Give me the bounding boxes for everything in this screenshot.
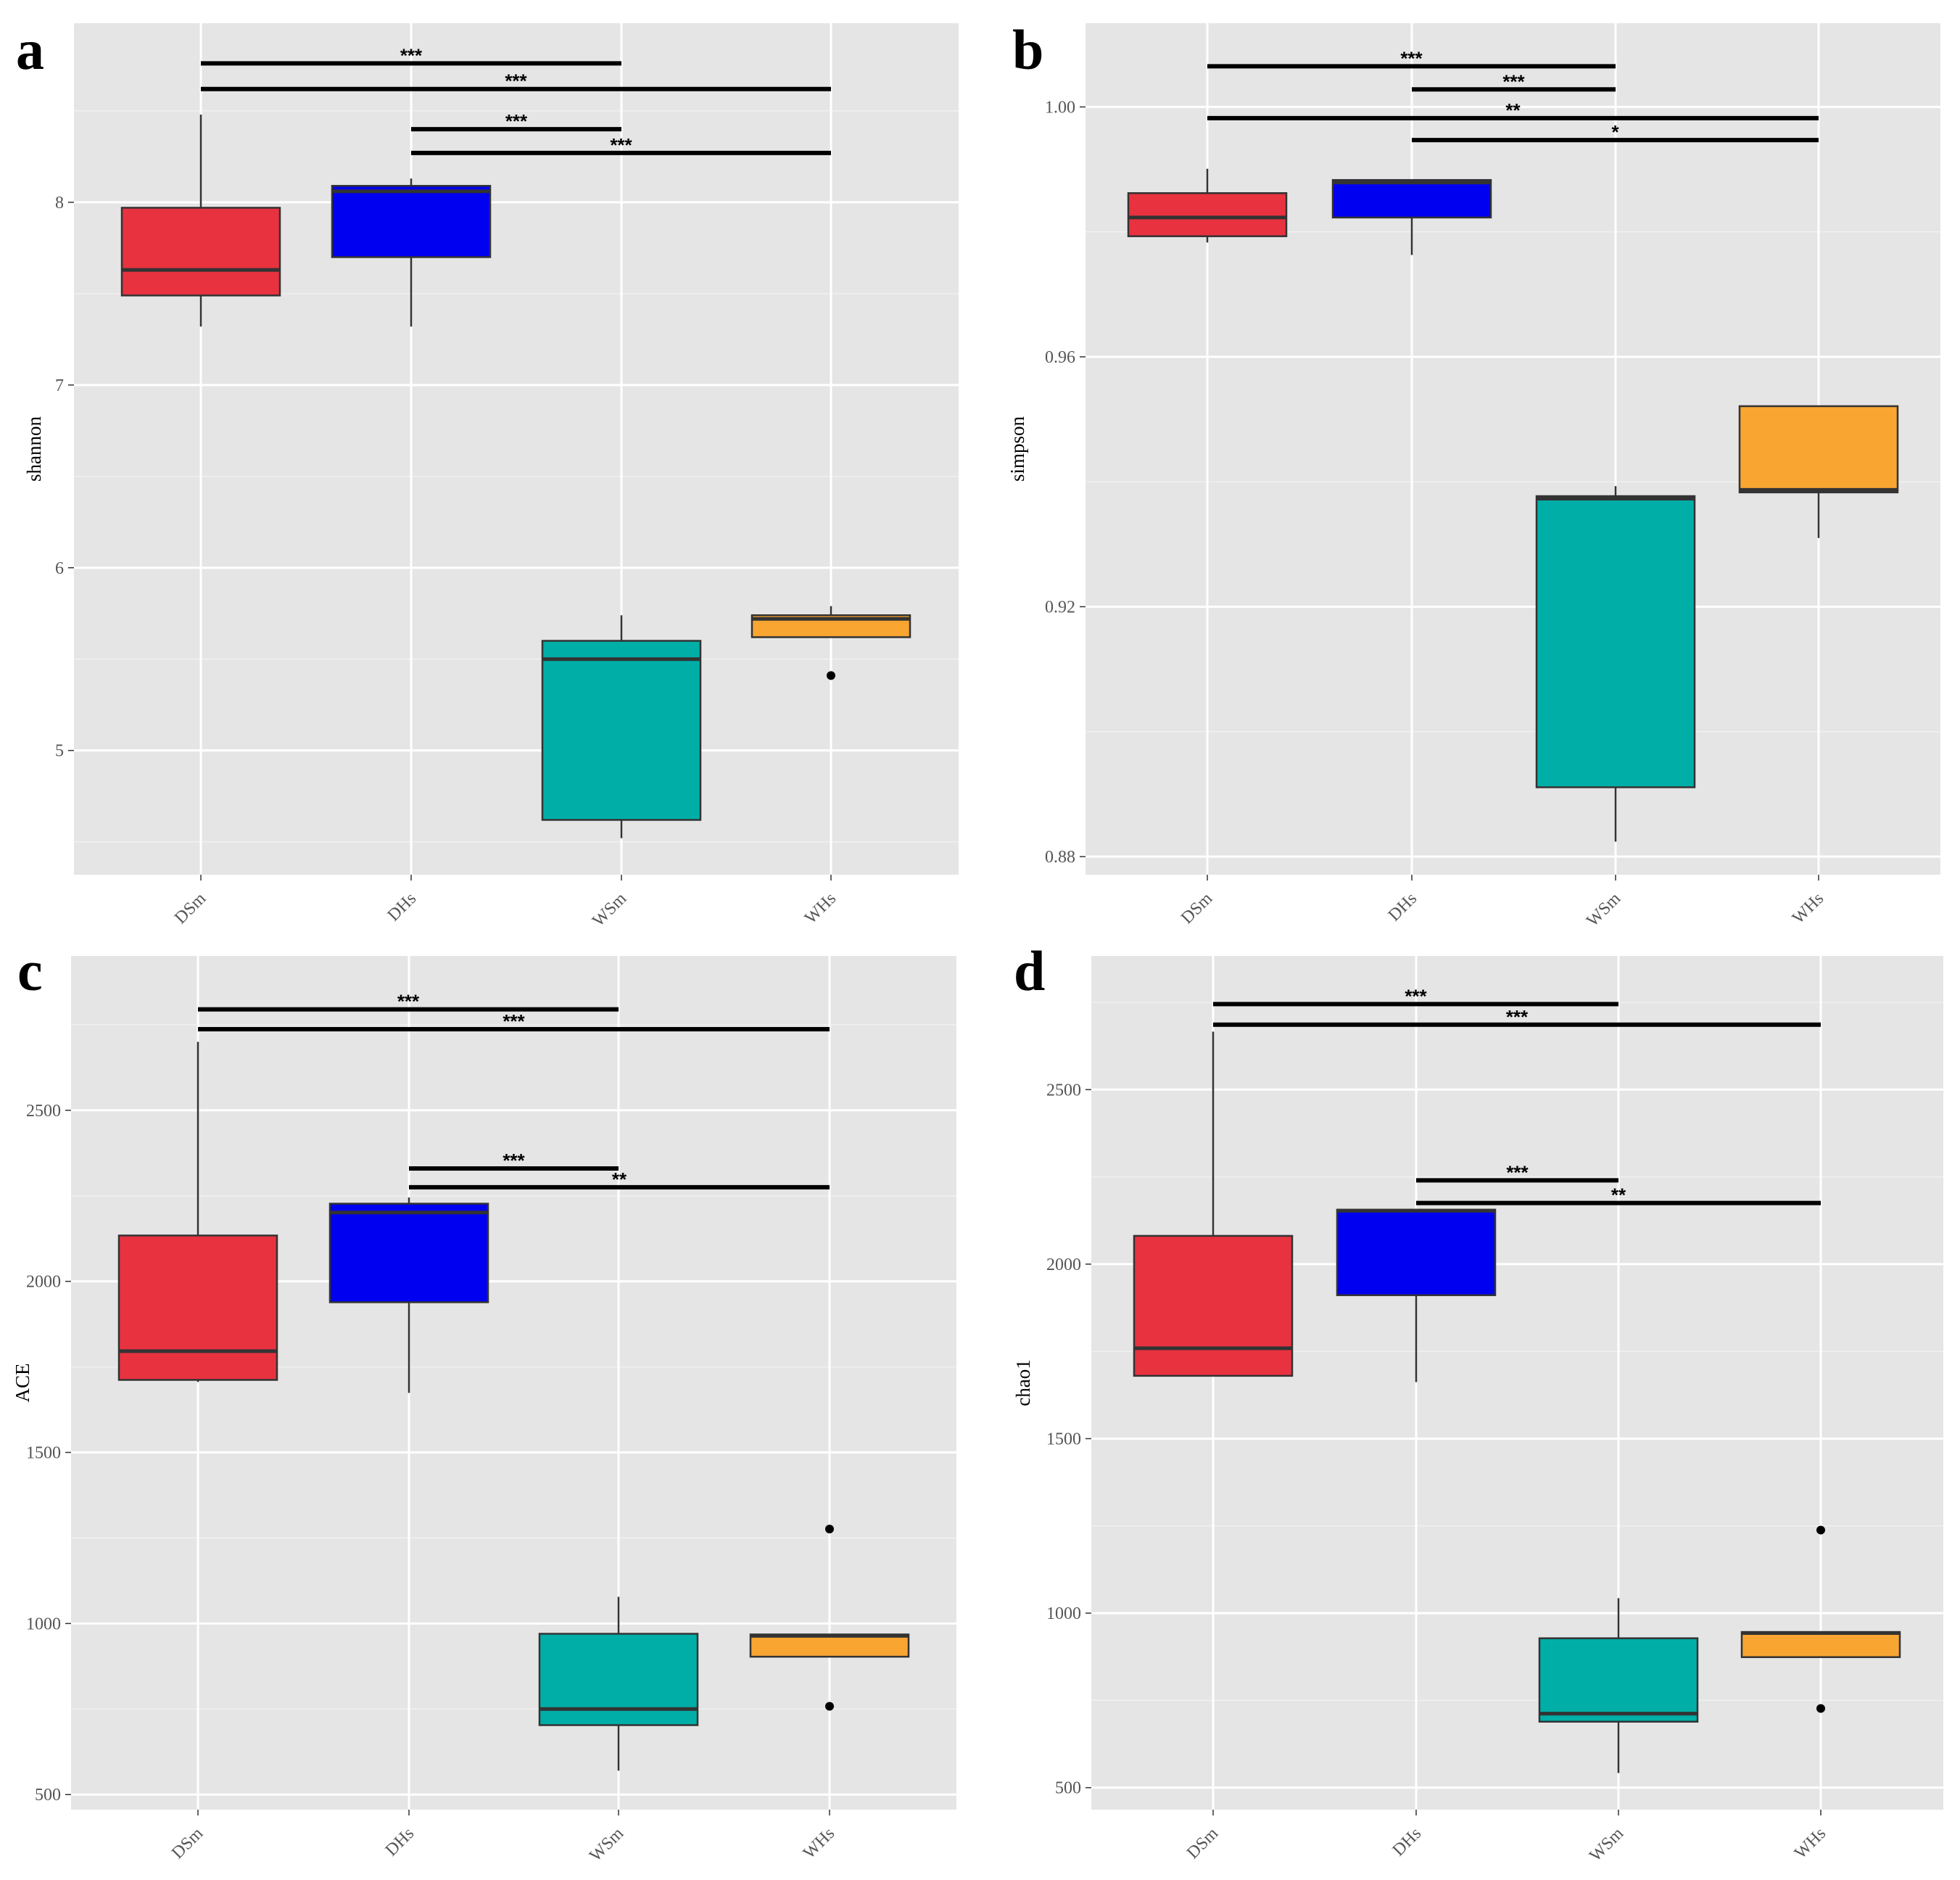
panel-d-y-tick-label: 1000 [1046, 1604, 1081, 1623]
panel-c-box-rect [749, 1633, 910, 1658]
panel-c-box-rect [538, 1633, 699, 1726]
panel-d-y-axis-title: chao1 [1012, 1359, 1034, 1406]
panel-b-significance-label: * [1611, 121, 1619, 143]
panel-b-significance-label: ** [1505, 99, 1521, 121]
panel-c-y-tick-label: 2000 [26, 1273, 61, 1292]
panel-a-y-tick-label: 7 [55, 376, 64, 395]
panel-c-box-rect [117, 1234, 278, 1381]
panel-a-significance-label: *** [505, 70, 527, 92]
panel-c-y-tick-label: 1500 [26, 1443, 61, 1462]
panel-d-box-rect [1538, 1637, 1699, 1723]
panel-c-significance-label: *** [503, 1010, 525, 1032]
panel-d-significance-label: *** [1506, 1161, 1529, 1183]
panel-a-outlier-point [827, 671, 835, 680]
panel-c-plot-background [71, 956, 956, 1810]
panel-c-letter: c [17, 939, 43, 1002]
panel-a-y-tick-label: 8 [55, 194, 64, 213]
panel-d-letter: d [1014, 939, 1045, 1002]
panel-d-y-tick-label: 2000 [1046, 1256, 1081, 1274]
panel-d-y-tick-label: 500 [1055, 1779, 1081, 1798]
panel-d-box-DSm [1133, 1031, 1294, 1377]
panel-a-box-WSm [541, 615, 702, 838]
panel-d-y-tick-label: 2500 [1046, 1081, 1081, 1100]
panel-b-y-tick-label: 0.96 [1045, 348, 1075, 367]
panel-c-box-WHs [749, 1525, 910, 1711]
panel-d-box-DHs [1336, 1208, 1497, 1382]
panel-a-box-DSm [120, 114, 281, 327]
panel-c-y-tick-label: 2500 [26, 1102, 61, 1121]
panel-b-box-rect [1535, 495, 1696, 788]
panel-b-significance-label: *** [1502, 70, 1525, 92]
panel-b-box-DHs [1331, 178, 1492, 255]
panel-a-box-rect [541, 640, 702, 821]
panel-b: 0.880.920.961.00*********DSm DHs WSm WHssim… [1006, 18, 1940, 931]
panel-b-box-DSm [1127, 168, 1288, 243]
panel-a-significance-label: *** [400, 44, 423, 66]
panel-c-outlier-point [825, 1525, 834, 1534]
panel-d-significance-label: *** [1405, 985, 1427, 1007]
panel-a-y-axis-title: shannon [23, 416, 45, 482]
panel-d-outlier-point [1816, 1525, 1825, 1535]
panel-a-box-rect [120, 207, 281, 297]
panel-d-outlier-point [1816, 1704, 1825, 1713]
panel-b-letter: b [1012, 18, 1043, 81]
panel-d-significance-label: ** [1611, 1184, 1626, 1206]
panel-c-box-DSm [117, 1042, 278, 1382]
panel-a-significance-label: *** [505, 110, 528, 132]
panel-d-plot-background [1091, 956, 1943, 1810]
panel-a-plot-background [74, 23, 959, 875]
panel-a-box-WHs [750, 606, 911, 680]
panel-d-box-rect [1336, 1208, 1497, 1296]
panel-b-y-axis-title: simpson [1006, 416, 1028, 482]
panel-c-y-tick-label: 1000 [26, 1615, 61, 1633]
panel-a-significance-label: *** [610, 134, 632, 156]
panel-d-significance-label: *** [1506, 1006, 1529, 1028]
panel-c-outlier-point [825, 1702, 834, 1711]
panel-a-letter: a [16, 18, 44, 81]
panel-c-y-tick-label: 500 [35, 1786, 61, 1805]
panel-a-box-DHs [331, 178, 492, 327]
panel-c-y-axis-title: ACE [12, 1364, 33, 1403]
panel-b-box-rect [1127, 192, 1288, 237]
panel-b-box-WHs [1738, 405, 1899, 538]
panel-b-y-tick-label: 1.00 [1045, 98, 1075, 117]
panel-d-box-WSm [1538, 1598, 1699, 1773]
panel-d-y-tick-label: 1500 [1046, 1430, 1081, 1448]
panel-c-significance-label: ** [612, 1168, 627, 1190]
panel-c-box-rect [328, 1203, 489, 1303]
panel-c-box-WSm [538, 1596, 699, 1771]
panel-b-y-tick-label: 0.92 [1045, 598, 1075, 617]
panel-a-y-tick-label: 6 [55, 559, 64, 578]
panel-d-box-rect [1133, 1234, 1294, 1377]
panel-a-y-tick-label: 5 [55, 742, 64, 761]
panel-b-y-tick-label: 0.88 [1045, 848, 1075, 867]
panel-d-box-WHs [1740, 1525, 1901, 1713]
panel-d-box-rect [1740, 1630, 1901, 1658]
panel-b-box-WSm [1535, 486, 1696, 842]
panel-b-box-rect [1331, 178, 1492, 219]
panel-c-box-DHs [328, 1197, 489, 1393]
panel-c-significance-label: *** [503, 1150, 525, 1171]
panel-b-significance-label: *** [1400, 47, 1423, 69]
panel-a-box-rect [331, 184, 492, 258]
panel-b-box-rect [1738, 405, 1899, 494]
panel-c-significance-label: *** [397, 991, 420, 1013]
